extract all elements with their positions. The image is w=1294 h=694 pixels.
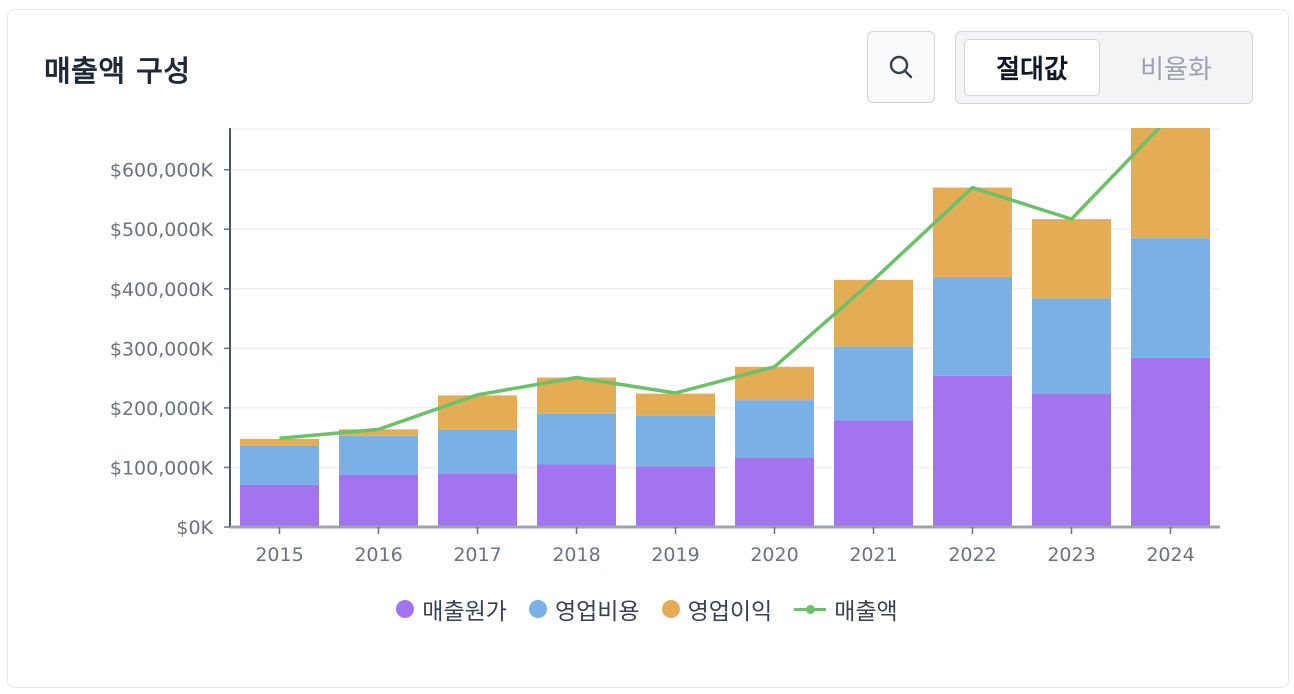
bar-segment-영업이익-2017[interactable]	[438, 395, 517, 430]
bar-segment-매출원가-2016[interactable]	[339, 474, 418, 527]
bar-segment-매출원가-2022[interactable]	[933, 375, 1012, 527]
legend-item-revenue[interactable]: 매출액	[794, 592, 898, 626]
y-tick-label: $200,000K	[110, 398, 214, 420]
bar-segment-매출원가-2018[interactable]	[537, 464, 616, 527]
x-tick-label: 2020	[750, 544, 798, 566]
legend-label: 매출원가	[422, 599, 507, 625]
x-tick-label: 2024	[1146, 544, 1194, 566]
chart-legend: 매출원가 영업비용 영업이익 매출액	[0, 592, 1294, 626]
bar-segment-영업비용-2022[interactable]	[933, 276, 1012, 376]
bar-segment-매출원가-2017[interactable]	[438, 473, 517, 527]
toggle-ratio-button[interactable]: 비율화	[1140, 55, 1212, 85]
x-tick-label: 2021	[849, 544, 897, 566]
bar-segment-영업비용-2021[interactable]	[834, 346, 913, 421]
legend-line-icon	[794, 600, 827, 618]
axes	[229, 128, 1220, 529]
bar-segment-매출원가-2024[interactable]	[1131, 357, 1210, 527]
bar-segment-영업이익-2019[interactable]	[636, 393, 715, 416]
bar-segment-영업이익-2015[interactable]	[240, 438, 319, 447]
bar-segment-영업비용-2020[interactable]	[735, 400, 814, 458]
legend-label: 영업이익	[687, 599, 773, 625]
search-button[interactable]	[867, 31, 935, 103]
x-tick-label: 2018	[552, 544, 600, 566]
bar-segment-매출원가-2020[interactable]	[735, 457, 814, 527]
bar-segment-영업비용-2019[interactable]	[636, 415, 715, 467]
y-tick-label: $400,000K	[110, 279, 214, 301]
bar-segment-영업이익-2022[interactable]	[933, 187, 1012, 277]
chart-title: 매출액 구성	[44, 54, 191, 88]
revenue-line-path[interactable]	[279, 116, 1171, 441]
legend-dot-icon	[661, 600, 680, 618]
bar-segment-매출원가-2021[interactable]	[834, 420, 913, 527]
bar-segment-영업이익-2020[interactable]	[735, 366, 814, 401]
bar-segment-영업비용-2023[interactable]	[1032, 298, 1111, 394]
legend-dot-icon	[396, 600, 415, 618]
legend-item-operating-expenses[interactable]: 영업비용	[528, 592, 640, 626]
x-axis-ticks: 2015 2016 2017 2018 2019 2020 2021 2022 2023 2024	[255, 527, 1195, 566]
view-mode-toggle: 절대값 비율화	[955, 31, 1253, 104]
bar-segment-영업비용-2016[interactable]	[339, 435, 418, 475]
legend-label: 영업비용	[554, 599, 640, 625]
y-axis-ticks: $0K $100,000K $200,000K $300,000K $400,000K $…	[110, 160, 230, 539]
toggle-absolute-button[interactable]: 절대값	[964, 39, 1100, 96]
bars	[240, 128, 1210, 527]
bar-segment-영업비용-2017[interactable]	[438, 429, 517, 474]
y-tick-label: $600,000K	[110, 160, 214, 182]
y-tick-label: $100,000K	[110, 457, 214, 479]
x-tick-label: 2022	[948, 544, 996, 566]
x-tick-label: 2017	[453, 544, 501, 566]
y-tick-label: $300,000K	[110, 338, 214, 360]
x-tick-label: 2023	[1047, 544, 1095, 566]
bar-segment-영업이익-2016[interactable]	[339, 429, 418, 436]
legend-item-cost-of-sales[interactable]: 매출원가	[396, 592, 507, 626]
bar-segment-영업이익-2021[interactable]	[834, 279, 913, 347]
y-tick-label: $500,000K	[110, 219, 214, 241]
bar-segment-영업비용-2018[interactable]	[537, 413, 616, 465]
x-tick-label: 2019	[651, 544, 699, 566]
bar-segment-영업이익-2023[interactable]	[1032, 219, 1111, 299]
x-tick-label: 2015	[255, 544, 303, 566]
bar-segment-매출원가-2015[interactable]	[240, 484, 319, 527]
bar-segment-영업비용-2024[interactable]	[1131, 238, 1210, 358]
y-tick-label: $0K	[176, 517, 213, 539]
legend-label: 매출액	[834, 599, 898, 625]
bar-segment-매출원가-2023[interactable]	[1032, 393, 1111, 527]
x-tick-label: 2016	[354, 544, 402, 566]
revenue-line	[279, 116, 1171, 441]
search-icon	[889, 55, 913, 79]
legend-item-operating-profit[interactable]: 영업이익	[661, 592, 773, 626]
bar-segment-매출원가-2019[interactable]	[636, 466, 715, 527]
bar-segment-영업비용-2015[interactable]	[240, 446, 319, 485]
legend-dot-icon	[528, 600, 547, 618]
bar-segment-영업이익-2024[interactable]	[1131, 128, 1210, 239]
